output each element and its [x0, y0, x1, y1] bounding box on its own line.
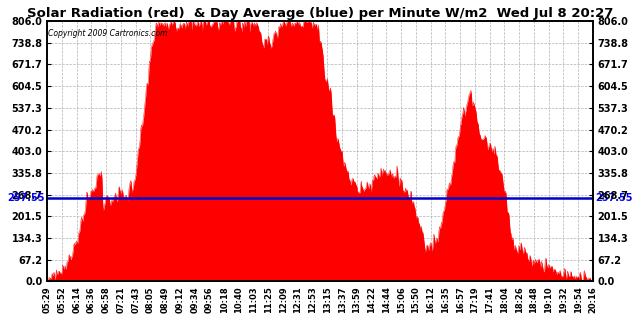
Text: 257.55: 257.55 — [7, 193, 44, 203]
Title: Solar Radiation (red)  & Day Average (blue) per Minute W/m2  Wed Jul 8 20:27: Solar Radiation (red) & Day Average (blu… — [27, 7, 613, 20]
Text: 257.55: 257.55 — [596, 193, 633, 203]
Text: Copyright 2009 Cartronics.com: Copyright 2009 Cartronics.com — [48, 29, 168, 38]
